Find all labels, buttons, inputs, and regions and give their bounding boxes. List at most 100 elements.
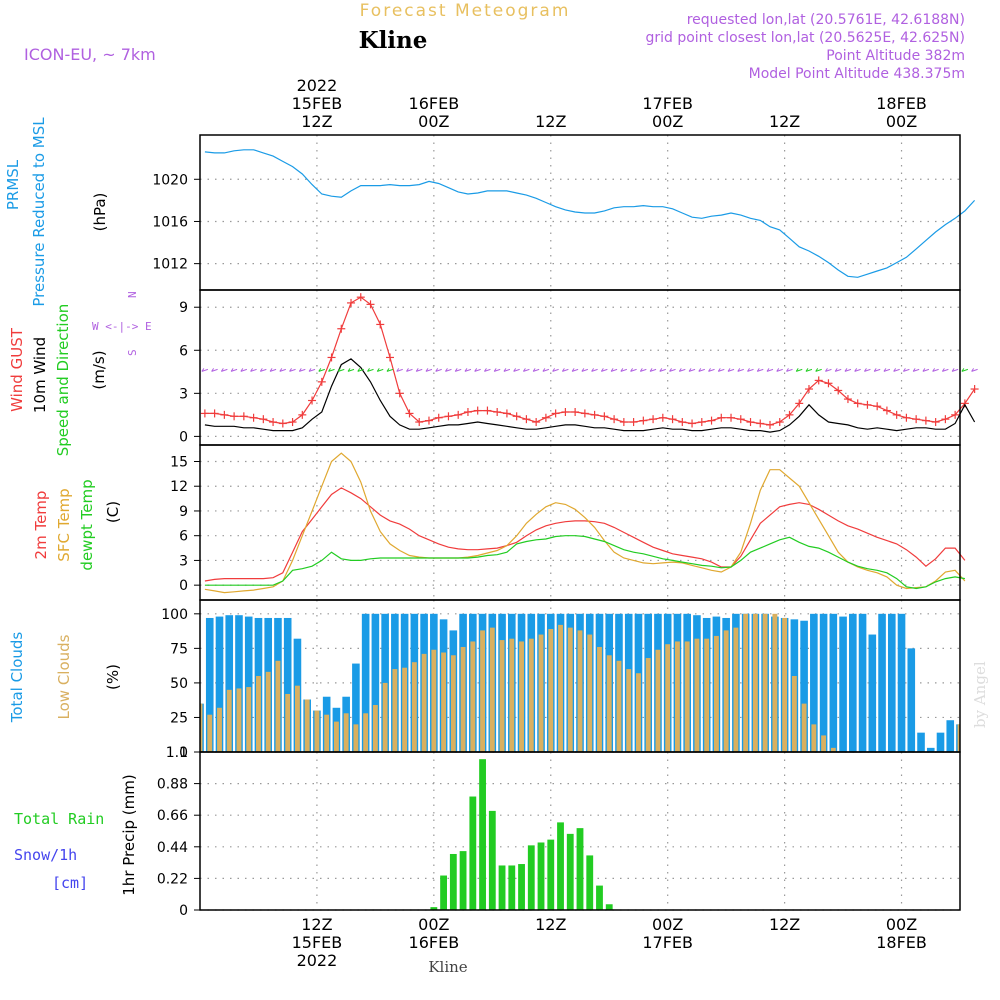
total-cloud-bar [819,613,828,752]
y-tick-label: 0 [179,745,188,761]
direction-arrow-head [951,368,955,372]
unit-label-precip: 1hr Precip (mm) [120,774,138,895]
gust-point [590,410,599,419]
axis-label-wind-1: 10m Wind [31,337,49,413]
low-cloud-bar [421,653,427,752]
direction-arrow [571,368,579,372]
y-tick-label: 0.88 [157,777,188,793]
low-cloud-bar [567,627,573,752]
direction-arrow-head [912,368,916,372]
direction-arrow [503,368,511,372]
direction-arrow-head [737,368,741,372]
direction-arrow-head [902,368,906,372]
low-cloud-bar [226,689,232,752]
direction-arrow-head [513,368,517,372]
gust-point [843,395,852,404]
gust-point [230,412,239,421]
direction-arrow [357,368,364,372]
gust-point [298,410,307,419]
precip-bar [488,810,496,910]
direction-arrow [308,368,316,372]
requested-coords: requested lon,lat (20.5761E, 42.6188N) [687,12,965,28]
direction-arrow-head [220,368,224,372]
direction-arrow [425,368,433,372]
axis-label-wind-2: Speed and Direction [54,304,72,457]
gust-point [580,409,589,418]
precip-bar [440,875,447,910]
direction-arrow-head [522,368,526,372]
low-cloud-bar [782,617,788,752]
direction-arrow-head [844,368,848,372]
model-altitude: Model Point Altitude 438.375m [749,66,965,82]
low-cloud-bar [411,662,417,752]
direction-arrow [581,368,589,372]
low-cloud-bar [665,644,671,752]
direction-arrow [474,368,481,372]
low-cloud-bar [343,713,349,752]
gust-point [639,416,648,425]
low-cloud-bar [655,649,661,752]
direction-arrow [630,368,637,372]
direction-arrow-head [669,368,672,372]
direction-arrow [299,368,306,372]
gust-point [814,376,823,385]
axis-label-clouds-1: Low Clouds [55,634,73,719]
axis-label-pressure-0: PRMSL [4,159,22,210]
axis-label-clouds-0: Total Clouds [8,632,26,724]
direction-arrow-head [795,368,799,372]
gust-point [834,386,843,395]
direction-arrow-head [425,368,429,372]
footer-location: Kline [428,958,467,976]
low-cloud-bar [489,627,495,752]
direction-arrow [542,368,550,372]
total-cloud-bar [868,634,877,752]
y-tick-label: 0 [179,429,188,445]
frames-layer [199,134,961,911]
gust-point [727,413,736,422]
direction-arrow [269,368,277,372]
direction-arrow-head [279,368,283,372]
direction-arrow [825,368,832,372]
direction-arrow [698,368,705,372]
direction-arrow-head [825,368,828,372]
total-cloud-bar [878,613,886,752]
panel-frame-precip [199,751,961,911]
gust-point [473,406,482,415]
panel-frame-temperature [199,444,961,601]
axis-label-wind-0: Wind GUST [8,327,26,412]
gust-point [912,415,921,424]
gust-point [746,418,755,427]
gust-point [707,416,716,425]
gust-point [688,419,697,428]
gust-point [921,416,930,425]
watermark: by Angel [971,661,989,728]
series-line-sfc-temp [204,452,966,594]
y-tick-label: 9 [179,504,188,520]
gust-point [395,389,404,398]
low-cloud-bar [723,630,729,752]
gust-point [415,418,424,427]
panel-frame-wind [199,289,961,446]
low-cloud-bar [957,724,960,752]
direction-arrow [961,368,969,372]
direction-arrow-head [815,368,819,372]
direction-arrow-head [337,368,341,372]
direction-arrow [942,368,949,372]
direction-arrow [786,368,793,372]
direction-arrow [230,368,238,372]
direction-arrow-head [542,368,546,372]
gust-point [463,407,472,416]
unit-label-clouds: (%) [104,664,122,690]
direction-arrow [347,368,355,372]
direction-arrow [835,368,842,372]
low-cloud-bar [791,676,797,752]
low-cloud-bar [480,630,485,752]
low-cloud-bar [733,627,739,752]
direction-arrow [464,368,472,372]
gust-point [386,353,394,362]
direction-arrow [912,368,920,372]
gust-point [882,406,891,415]
gust-point [308,396,317,405]
direction-arrow-head [571,368,575,372]
gust-point [951,410,960,419]
